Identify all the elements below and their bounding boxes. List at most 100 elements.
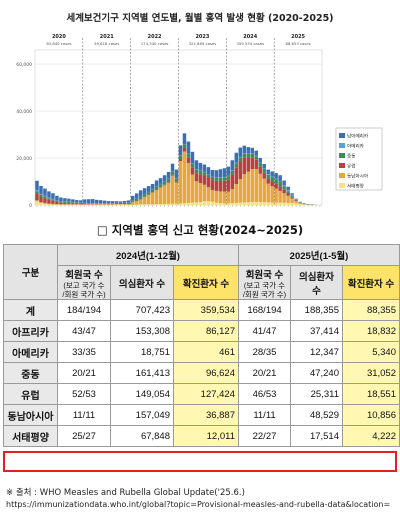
member-header-main: 회원국 수: [245, 269, 284, 281]
bar-segment: [274, 179, 278, 184]
legend-label: 유럽: [347, 163, 355, 170]
bar-segment: [226, 176, 231, 180]
table-row: 동남아시아 11/11 157,049 36,887 11/11 48,529 10,856: [3, 404, 400, 426]
suspected-2025-cell: 48,529: [290, 404, 343, 426]
bar-segment: [122, 204, 127, 205]
bar-segment: [222, 168, 227, 177]
member-2024-cell: 33/35: [57, 341, 111, 363]
legend-label: 동남아시아: [347, 173, 369, 180]
member-2024-cell: 52/53: [57, 383, 111, 405]
bar-segment: [206, 174, 211, 178]
member-2025-cell: 46/53: [238, 383, 291, 405]
bar-segment: [254, 150, 258, 156]
bar-segment: [226, 191, 231, 204]
legend-label: 남아메리카: [347, 133, 369, 140]
bar-segment: [63, 201, 67, 203]
bar-segment: [150, 189, 155, 193]
bar-segment: [43, 203, 47, 205]
bar-segment: [194, 202, 199, 205]
bar-segment: [302, 203, 306, 205]
bar-segment: [150, 192, 155, 205]
table-row: 계 184/194 707,423 359,534 168/194 188,355 88,3…: [3, 299, 400, 321]
bar-segment: [258, 162, 262, 167]
suspected-header-2025: 의심환자 수: [290, 265, 343, 300]
bar-segment: [250, 201, 254, 205]
region-cell: 서태평양: [3, 425, 58, 447]
bar-segment: [130, 200, 135, 202]
bar-segment: [214, 177, 219, 181]
member-header-note: (보고 국가 수: [63, 280, 105, 290]
bar-segment: [214, 190, 219, 203]
period-2024-header: 2024년(1-12월): [57, 244, 239, 266]
bar-segment: [166, 182, 171, 204]
bar-segment: [234, 152, 239, 163]
bar-segment: [71, 199, 75, 202]
suspected-2025-cell: 47,240: [290, 362, 343, 384]
bar-segment: [202, 164, 207, 172]
bar-segment: [190, 174, 195, 203]
bar-segment: [79, 202, 83, 204]
bar-segment: [110, 203, 115, 204]
bar-segment: [206, 177, 211, 188]
bar-segment: [114, 201, 119, 203]
bar-segment: [138, 190, 143, 197]
table-row: 유럽 52/53 149,054 127,424 46/53 25,311 18,551: [3, 383, 400, 405]
year-cases-label: 88,853 cases: [285, 41, 310, 46]
bar-segment: [246, 153, 250, 158]
suspected-2024-cell: 18,751: [110, 341, 174, 363]
bar-segment: [210, 189, 215, 202]
bar-segment: [178, 158, 183, 162]
bar-segment: [63, 198, 67, 202]
bar-segment: [230, 160, 235, 171]
bar-segment: [75, 202, 79, 204]
bar-segment: [210, 169, 215, 177]
bar-segment: [182, 147, 187, 152]
confirmed-2024-cell: 461: [173, 341, 239, 363]
bar-segment: [190, 167, 195, 175]
bar-segment: [278, 175, 282, 182]
bar-segment: [270, 177, 274, 182]
bar-segment: [158, 178, 163, 184]
bar-segment: [194, 169, 199, 174]
confirmed-2024-cell: 12,011: [173, 425, 239, 447]
bar-segment: [43, 202, 47, 204]
legend-label: 서태평양: [347, 183, 365, 190]
bar-segment: [35, 201, 39, 205]
confirmed-2025-cell: 18,832: [342, 320, 400, 342]
bar-segment: [43, 196, 47, 199]
bar-segment: [91, 199, 95, 204]
chart-title: 세계보건기구 지역별 연도별, 월별 홍역 발생 현황 (2020-2025): [66, 13, 334, 24]
bar-segment: [35, 189, 39, 192]
bar-segment: [190, 202, 195, 205]
legend-label: 아메리카: [347, 143, 365, 150]
confirmed-2024-cell: 36,887: [173, 404, 239, 426]
bar-segment: [250, 169, 254, 202]
bar-segment: [47, 204, 51, 205]
bar-segment: [230, 203, 235, 205]
bar-segment: [290, 193, 294, 195]
bar-segment: [174, 181, 179, 183]
bar-segment: [258, 173, 262, 202]
member-header-2024: 회원국 수 (보고 국가 수/회원 국가 수): [57, 265, 111, 300]
member-2024-cell: 184/194: [57, 299, 111, 321]
bar-segment: [194, 173, 199, 182]
bar-segment: [266, 178, 270, 184]
bar-segment: [122, 202, 127, 204]
suspected-2025-cell: 25,311: [290, 383, 343, 405]
bar-segment: [178, 203, 183, 205]
bar-segment: [214, 202, 219, 205]
bar-segment: [134, 198, 139, 201]
bar-segment: [262, 168, 266, 173]
bar-segment: [114, 204, 119, 205]
bar-segment: [126, 200, 131, 203]
bar-segment: [234, 184, 239, 203]
bar-segment: [170, 174, 175, 176]
bar-segment: [91, 203, 95, 205]
bar-segment: [162, 204, 167, 205]
bar-segment: [198, 174, 203, 184]
source-url[interactable]: https://immunizationdata.who.int/global?…: [6, 500, 391, 509]
bar-segment: [118, 202, 123, 204]
bar-segment: [286, 202, 290, 205]
bar-segment: [166, 171, 171, 179]
